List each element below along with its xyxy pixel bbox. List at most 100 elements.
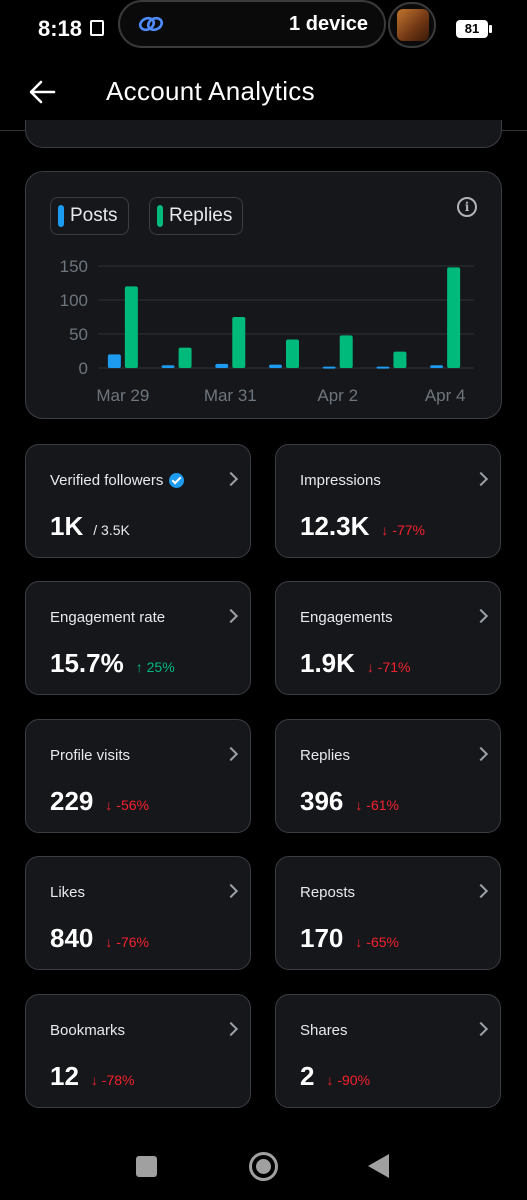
battery-icon: 81 <box>456 20 492 38</box>
avatar-pill[interactable] <box>388 2 436 48</box>
stat-label: Bookmarks <box>50 1022 125 1039</box>
stat-change: ↓ -76% <box>105 934 149 950</box>
chevron-right-icon <box>223 471 239 487</box>
home-icon[interactable] <box>249 1152 278 1181</box>
posts-bar <box>430 365 444 368</box>
stat-label-text: Engagements <box>300 609 393 626</box>
stat-card-replies[interactable]: Replies 396 ↓ -61% <box>275 719 501 833</box>
stat-label-text: Verified followers <box>50 472 164 489</box>
stat-label: Reposts <box>300 884 355 901</box>
legend-replies-label: Replies <box>169 205 233 226</box>
replies-bar <box>178 347 192 368</box>
device-pill[interactable]: 1 device <box>118 0 386 48</box>
stat-card-engagements[interactable]: Engagements 1.9K ↓ -71% <box>275 581 501 695</box>
page-title: Account Analytics <box>106 76 315 106</box>
info-icon[interactable]: i <box>457 197 477 217</box>
stat-label-text: Engagement rate <box>50 609 166 626</box>
stat-label-text: Profile visits <box>50 747 131 764</box>
stat-label: Engagements <box>300 609 393 626</box>
posts-bar <box>269 364 282 368</box>
stat-card-engagement-rate[interactable]: Engagement rate 15.7% ↑ 25% <box>25 581 251 695</box>
stat-label-text: Replies <box>300 747 351 764</box>
legend-replies[interactable]: Replies <box>149 197 244 235</box>
verified-badge-icon <box>169 473 185 488</box>
stat-value: 1.9K ↓ -71% <box>300 648 411 679</box>
stat-value-text: 396 <box>300 786 344 816</box>
posts-bar <box>161 365 175 368</box>
stat-change: ↓ -61% <box>355 797 399 813</box>
stat-card-profile-visits[interactable]: Profile visits 229 ↓ -56% <box>25 719 251 833</box>
chevron-right-icon <box>223 746 239 762</box>
stat-card-impressions[interactable]: Impressions 12.3K ↓ -77% <box>275 444 501 558</box>
stat-value: 12 ↓ -78% <box>50 1061 135 1092</box>
replies-bar <box>232 317 246 368</box>
stat-value-text: 1K <box>50 511 84 541</box>
stat-value: 15.7% ↑ 25% <box>50 648 175 679</box>
system-nav-bar <box>0 1140 527 1200</box>
legend-posts[interactable]: Posts <box>50 197 129 235</box>
replies-bar <box>286 339 299 368</box>
stat-value: 170 ↓ -65% <box>300 923 399 954</box>
stat-value: 229 ↓ -56% <box>50 786 149 817</box>
stat-total: / 3.5K <box>93 522 130 538</box>
chevron-right-icon <box>473 746 489 762</box>
device-count-text: 1 device <box>289 13 368 35</box>
stat-label: Engagement rate <box>50 609 165 626</box>
stat-card-likes[interactable]: Likes 840 ↓ -76% <box>25 856 251 970</box>
stat-card-reposts[interactable]: Reposts 170 ↓ -65% <box>275 856 501 970</box>
y-tick-label: 0 <box>79 359 88 378</box>
replies-bar <box>339 335 353 368</box>
legend-posts-label: Posts <box>70 205 118 226</box>
stat-value: 396 ↓ -61% <box>300 786 399 817</box>
previous-card <box>25 120 502 148</box>
x-tick-label: Apr 2 <box>317 386 358 405</box>
stat-value: 12.3K ↓ -77% <box>300 511 425 542</box>
chevron-right-icon <box>473 1021 489 1037</box>
link-icon <box>138 16 164 32</box>
chevron-right-icon <box>473 608 489 624</box>
stat-card-bookmarks[interactable]: Bookmarks 12 ↓ -78% <box>25 994 251 1108</box>
stat-change: ↓ -71% <box>366 659 411 675</box>
stat-label: Shares <box>300 1022 348 1039</box>
posts-swatch <box>58 205 64 227</box>
stat-label-text: Shares <box>300 1022 348 1039</box>
bar-chart: 0 50 100 150 Mar 29 Mar 31 Apr 2 Apr 4 <box>60 257 474 405</box>
chevron-right-icon <box>223 883 239 899</box>
stat-card-shares[interactable]: Shares 2 ↓ -90% <box>275 994 501 1108</box>
x-tick-label: Apr 4 <box>425 386 466 405</box>
stat-label: Impressions <box>300 472 381 489</box>
replies-bar <box>124 286 138 368</box>
stat-value-text: 170 <box>300 923 344 953</box>
stat-label-text: Bookmarks <box>50 1022 126 1039</box>
stat-value-text: 15.7% <box>50 648 124 678</box>
arrow-left-icon[interactable] <box>28 78 56 106</box>
stat-change: ↓ -56% <box>105 797 149 813</box>
stat-value: 2 ↓ -90% <box>300 1061 370 1092</box>
stat-label-text: Impressions <box>300 472 381 489</box>
status-time: 8:18 <box>38 16 83 41</box>
replies-bar <box>393 351 407 368</box>
stat-value-text: 840 <box>50 923 94 953</box>
stat-value-text: 12 <box>50 1061 79 1091</box>
recents-icon[interactable] <box>136 1156 157 1177</box>
stat-label: Likes <box>50 884 85 901</box>
replies-swatch <box>157 205 163 227</box>
x-tick-label: Mar 29 <box>96 386 149 405</box>
stat-card-verified-followers[interactable]: Verified followers 1K / 3.5K <box>25 444 251 558</box>
chevron-right-icon <box>223 1021 239 1037</box>
status-bar: 8:18 1 device 81 <box>0 0 527 56</box>
stat-label: Replies <box>300 747 350 764</box>
posts-bar <box>376 366 390 369</box>
stat-change: ↓ -77% <box>381 522 425 538</box>
y-tick-label: 50 <box>69 325 88 344</box>
y-tick-label: 150 <box>60 257 88 276</box>
avatar <box>397 9 429 41</box>
chevron-right-icon <box>223 608 239 624</box>
stat-label-text: Likes <box>50 884 86 901</box>
stat-value-text: 12.3K <box>300 511 370 541</box>
stat-label: Profile visits <box>50 747 130 764</box>
app-header: Account Analytics <box>0 60 527 130</box>
stat-change: ↑ 25% <box>135 659 175 675</box>
stat-value-text: 2 <box>300 1061 315 1091</box>
back-triangle-icon[interactable] <box>368 1154 389 1178</box>
